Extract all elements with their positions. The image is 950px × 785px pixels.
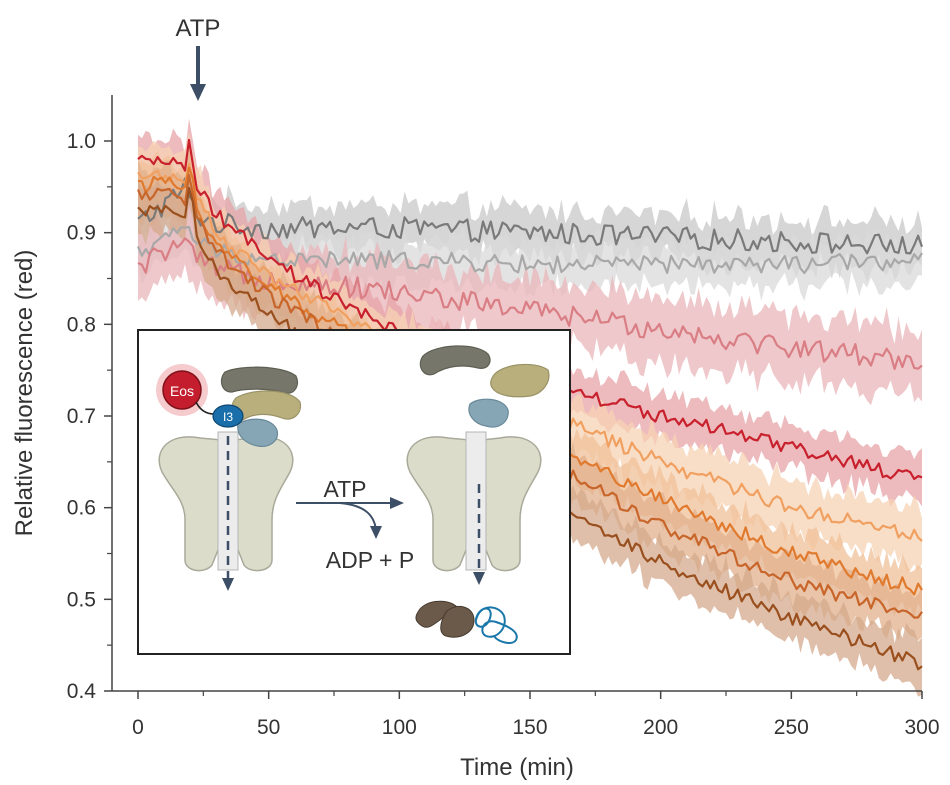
unfolded-peptide (474, 606, 518, 644)
left-steel-blue-subunit (237, 418, 279, 447)
reaction-adp-label: ADP + P (326, 547, 414, 573)
right-channel-lumen (465, 431, 487, 571)
x-tick-label: 150 (512, 716, 547, 739)
y-tick-label: 0.8 (67, 313, 96, 336)
mechanism-inset: Eos I3 ATP ADP + P (137, 329, 571, 655)
eos-protein (162, 370, 202, 410)
left-membrane-pore-left-half (158, 436, 223, 572)
reaction-atp-label: ATP (323, 476, 366, 502)
y-tick-label: 0.6 (67, 497, 96, 520)
y-tick-label: 0.7 (67, 405, 96, 428)
hydrolysis-curve-head (370, 526, 382, 539)
left-membrane-pore-right-half (233, 436, 294, 572)
left-dark-olive-subunit (220, 366, 298, 394)
eos-linker (195, 401, 215, 415)
atp-hydrolysis-arrow: ATP ADP + P (296, 476, 414, 573)
atp-annotation: ATP (176, 15, 221, 101)
band-pink (138, 200, 922, 406)
y-tick-label: 0.9 (67, 222, 96, 245)
y-tick-label: 0.4 (67, 680, 97, 703)
right-exit-arrowhead (473, 572, 485, 585)
x-tick-label: 250 (774, 716, 809, 739)
x-tick-label: 50 (257, 716, 280, 739)
chart-axes: 0.4 0.5 0.6 0.7 0.8 0.9 1.0 0 50 100 150 200 250 300 (67, 95, 940, 739)
band-light-orange (138, 131, 922, 572)
cleaved-eos-fragment-b (440, 605, 475, 638)
x-tick-label: 200 (643, 716, 678, 739)
reaction-arrow-head (390, 497, 404, 509)
left-channel-complex: Eos I3 (156, 364, 302, 591)
right-dark-olive-subunit (419, 345, 491, 376)
right-khaki-subunit (490, 363, 550, 398)
y-tick-label: 1.0 (67, 130, 96, 153)
series-line-control-dark-gray (137, 177, 924, 255)
band-control-light-gray (138, 199, 922, 302)
y-axis-label: Relative fluorescence (red) (11, 250, 38, 537)
cleaved-eos-fragment-a (415, 600, 457, 628)
x-ticks: 0 50 100 150 200 250 300 (132, 691, 940, 739)
y-tick-label: 0.5 (67, 588, 96, 611)
x-tick-label: 100 (382, 716, 417, 739)
x-tick-label: 0 (132, 716, 144, 739)
x-axis-label: Time (min) (460, 754, 574, 781)
band-red (138, 118, 922, 507)
right-steel-blue-subunit (468, 398, 509, 428)
i3-tag (212, 404, 244, 428)
left-exit-arrowhead (222, 578, 234, 591)
right-membrane-pore-left-half (406, 436, 471, 572)
atp-arrow-head (190, 84, 206, 101)
right-channel-complex (406, 345, 550, 644)
y-ticks: 0.4 0.5 0.6 0.7 0.8 0.9 1.0 (67, 130, 112, 703)
series-line-pink (137, 237, 923, 370)
band-brown (138, 171, 922, 697)
eos-label: Eos (170, 383, 194, 399)
x-tick-label: 300 (904, 716, 939, 739)
atp-annotation-label: ATP (176, 15, 221, 42)
right-membrane-pore-right-half (481, 436, 542, 572)
i3-label: I3 (223, 410, 233, 424)
